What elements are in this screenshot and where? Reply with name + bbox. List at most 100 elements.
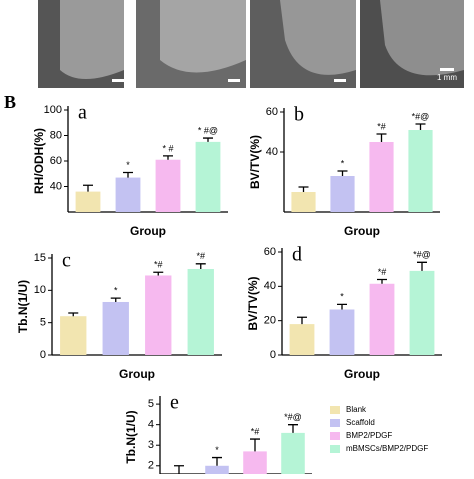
bar [195,141,221,212]
bar [289,324,315,355]
error-bar [337,303,347,310]
panel-letter: d [292,244,302,266]
error-bar [337,170,348,176]
bone-shape [380,0,464,76]
legend-label: BMP2/PDGF [346,431,392,440]
ct-images: 1 mm [38,0,464,88]
significance-label: * #@ [198,125,218,135]
error-bar [163,155,173,160]
y-tick-label: 20 [264,315,276,327]
bar [145,275,172,355]
legend-swatch [330,406,340,414]
error-bar [195,263,206,269]
error-bar [298,186,309,192]
bar [408,130,433,212]
scale-bar [440,68,454,71]
y-tick-label: 80 [50,129,62,141]
y-axis-label: Tb.N(1/U) [124,410,138,463]
y-tick-label: 5 [148,398,154,410]
bar [102,301,129,355]
significance-label: *# [377,121,386,131]
y-tick-label: 0 [270,349,276,361]
bar [329,309,355,355]
x-axis-label: Group [119,367,155,381]
error-bar [250,438,260,452]
significance-label: *# [196,251,205,261]
error-bar [203,137,213,142]
error-bar [68,312,79,317]
error-bar [123,171,133,178]
error-bar [110,297,121,302]
error-bar [415,123,426,130]
bar [369,283,395,355]
y-tick-label: 4 [148,419,154,431]
y-tick-label: 40 [266,146,278,158]
bar [60,316,87,355]
y-tick-label: 60 [266,106,278,118]
error-bar [417,261,427,271]
significance-label: * [215,445,219,455]
bar [330,176,355,212]
error-bar [376,133,387,142]
bone-shape [160,0,246,73]
y-tick-label: 0 [40,349,46,361]
bone-shape [280,0,356,75]
legend-label: Scaffold [346,418,375,427]
panel-letter: b [294,104,304,126]
y-tick-label: 2 [148,460,154,472]
legend-swatch [330,432,340,440]
y-tick-label: 10 [34,284,46,296]
scale-bar [228,79,240,82]
bar [291,192,316,212]
panel-letter: e [170,392,179,414]
significance-label: * [340,292,344,302]
error-bar [297,316,307,325]
y-tick-label: 40 [264,280,276,292]
y-tick-label: 40 [50,180,62,192]
y-tick-label: 15 [34,252,46,264]
legend-label: Blank [346,405,367,414]
significance-label: * [126,160,130,170]
panel-letter: a [78,102,87,124]
bar [369,142,394,212]
legend-label: mBMSCs/BMP2/PDGF [346,444,428,453]
y-tick-label: 3 [148,439,154,451]
error-bar [174,465,184,474]
significance-label: *#@ [412,111,430,121]
x-axis-label: Group [130,224,166,238]
panel-letter: c [62,250,71,272]
x-axis-label: Group [344,224,380,238]
error-bar [288,424,298,433]
scale-bar [334,79,346,82]
legend-swatch [330,445,340,453]
error-bar [153,271,164,276]
legend-swatch [330,419,340,427]
bar [281,432,305,474]
significance-label: *#@ [284,412,302,422]
significance-label: *#@ [413,250,431,260]
figure-label: B [4,92,16,112]
significance-label: *# [251,426,260,436]
bar [115,177,141,212]
y-axis-label: BV/TV(%) [248,135,262,189]
error-bar [377,278,387,284]
y-axis-label: Tb.N(1/U) [16,280,30,333]
scale-bar [112,79,124,82]
y-tick-label: 5 [40,317,46,329]
y-tick-label: 60 [264,246,276,258]
scale-label: 1 mm [437,73,457,82]
significance-label: * [341,158,345,168]
y-tick-label: 100 [44,104,62,116]
bar [205,465,229,474]
bar [409,270,435,355]
bar [187,268,214,355]
y-axis-label: RH/ODH(%) [32,128,46,194]
significance-label: * [114,285,118,295]
bar [75,191,101,212]
x-axis-label: Group [344,367,380,381]
bone-shape [60,0,124,79]
y-axis-label: BV/TV(%) [246,276,260,330]
error-bar [212,456,222,466]
significance-label: *# [154,260,163,270]
